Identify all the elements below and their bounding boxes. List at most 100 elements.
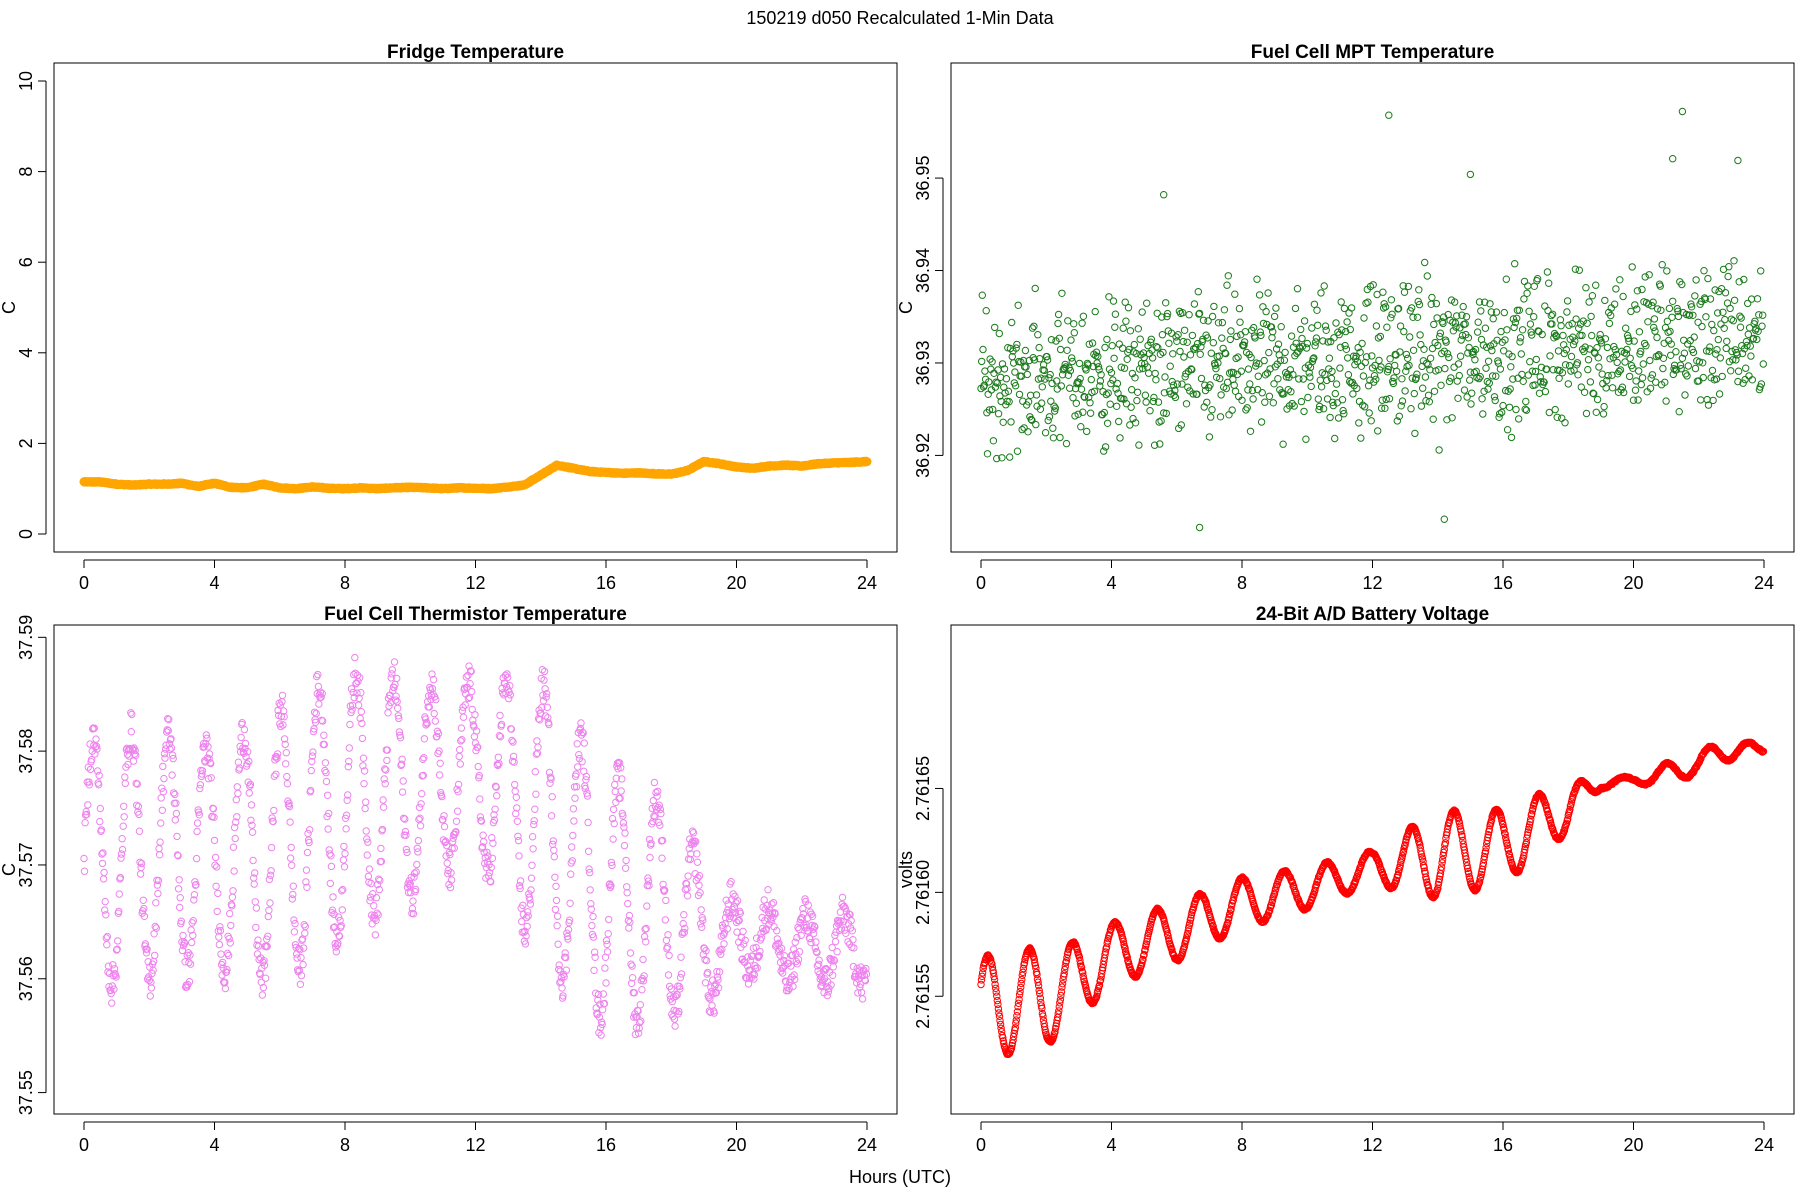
data-point (80, 854, 88, 863)
data-point (1257, 418, 1266, 426)
data-point (651, 813, 659, 821)
data-point (999, 1037, 1007, 1045)
data-point (1558, 414, 1566, 422)
data-point (291, 919, 299, 928)
data-point (574, 763, 582, 771)
data-point (1054, 319, 1062, 328)
data-point (529, 845, 537, 853)
data-point (385, 702, 393, 710)
data-point (1192, 343, 1200, 352)
data-point (1485, 379, 1494, 387)
data-point (358, 719, 366, 728)
data-point (1555, 374, 1563, 382)
data-point (418, 790, 426, 798)
data-point (1204, 317, 1212, 325)
data-point (1452, 323, 1460, 331)
data-point (824, 988, 833, 996)
data-point (719, 924, 727, 932)
data-point (1030, 356, 1039, 364)
data-point (1593, 344, 1601, 352)
data-point (558, 984, 566, 992)
data-point (1625, 337, 1633, 345)
data-point (612, 774, 620, 782)
x-tick-label: 12 (465, 1135, 485, 1155)
data-point (1347, 304, 1356, 312)
data-point (185, 978, 194, 986)
data-point (211, 853, 220, 862)
data-point (282, 760, 290, 768)
data-point (234, 758, 243, 766)
data-point (165, 740, 174, 748)
data-point (328, 906, 337, 914)
data-point (1208, 921, 1217, 930)
y-tick-label: 37.55 (16, 1070, 36, 1115)
data-point (203, 734, 211, 742)
data-point (1355, 419, 1363, 427)
data-point (1582, 284, 1590, 292)
data-point (1311, 342, 1319, 350)
data-point (1701, 295, 1710, 303)
data-point (605, 915, 613, 924)
data-point (351, 653, 359, 662)
data-point (300, 921, 308, 929)
data-point (566, 899, 574, 907)
data-point (1503, 841, 1512, 849)
data-point (588, 921, 596, 930)
data-point (1536, 373, 1544, 381)
data-point (751, 962, 759, 970)
data-point (128, 710, 136, 719)
data-point (1051, 404, 1060, 412)
data-point (416, 814, 424, 822)
data-point (1136, 335, 1144, 343)
data-point (1621, 358, 1629, 366)
data-point (1171, 393, 1180, 402)
data-point (1386, 355, 1394, 363)
data-point (1736, 323, 1745, 331)
data-point (366, 897, 374, 905)
data-point (446, 851, 454, 859)
data-point (809, 925, 817, 933)
data-point (1151, 369, 1159, 378)
data-point (1607, 311, 1615, 320)
data-point (1061, 962, 1070, 971)
data-point (1513, 314, 1521, 322)
data-point (989, 437, 998, 445)
data-point (1492, 308, 1501, 316)
data-point (1753, 335, 1761, 344)
data-point (1244, 881, 1252, 889)
data-point (324, 825, 332, 833)
data-point (1568, 320, 1576, 328)
data-point (1038, 1004, 1046, 1013)
data-point (260, 957, 268, 965)
data-point (503, 670, 511, 678)
data-point (1123, 355, 1131, 363)
data-point (255, 955, 263, 964)
data-point (1694, 318, 1702, 326)
data-point (1443, 350, 1452, 358)
data-point (1466, 368, 1475, 376)
data-point (1483, 377, 1492, 386)
data-point (1721, 289, 1730, 297)
data-point (1370, 372, 1379, 380)
data-point (1186, 351, 1195, 359)
data-point (161, 754, 169, 762)
data-point (1337, 298, 1345, 306)
data-point (1456, 822, 1464, 830)
x-tick-label: 16 (596, 1135, 616, 1155)
data-point (177, 917, 186, 925)
data-point (1058, 983, 1066, 991)
data-point (694, 874, 702, 882)
data-point (133, 780, 142, 788)
data-point (1195, 523, 1204, 532)
data-point (1719, 308, 1727, 316)
data-point (1451, 319, 1460, 327)
data-point (1509, 315, 1518, 323)
data-point (1217, 391, 1225, 399)
data-point (662, 896, 670, 905)
x-tick-label: 8 (1237, 573, 1247, 593)
data-point (341, 849, 349, 858)
data-point (1109, 297, 1118, 305)
data-point (1203, 398, 1211, 406)
x-tick-label: 16 (1493, 1135, 1513, 1155)
data-point (1504, 387, 1512, 395)
